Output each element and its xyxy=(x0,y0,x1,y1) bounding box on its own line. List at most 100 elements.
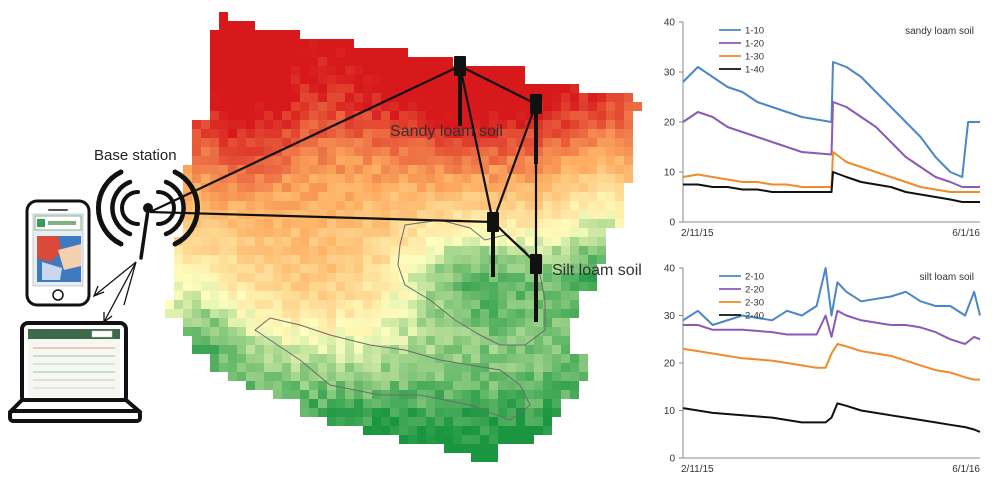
map-cell xyxy=(291,102,300,111)
map-cell xyxy=(489,453,498,462)
map-cell xyxy=(318,399,327,408)
map-cell xyxy=(237,21,246,30)
map-cell xyxy=(318,336,327,345)
map-cell xyxy=(228,48,237,57)
map-cell xyxy=(300,183,309,192)
map-cell xyxy=(282,363,291,372)
map-cell xyxy=(174,291,183,300)
map-cell xyxy=(228,156,237,165)
map-cell xyxy=(291,147,300,156)
map-cell xyxy=(318,372,327,381)
map-cell xyxy=(354,390,363,399)
map-cell xyxy=(309,345,318,354)
map-cell xyxy=(489,291,498,300)
map-cell xyxy=(426,273,435,282)
map-cell xyxy=(507,120,516,129)
map-cell xyxy=(291,300,300,309)
map-cell xyxy=(426,264,435,273)
map-cell xyxy=(417,228,426,237)
map-cell xyxy=(444,93,453,102)
map-cell xyxy=(273,66,282,75)
map-cell xyxy=(417,363,426,372)
map-cell xyxy=(561,219,570,228)
map-cell xyxy=(435,426,444,435)
map-cell xyxy=(372,336,381,345)
map-cell xyxy=(192,273,201,282)
map-cell xyxy=(363,363,372,372)
map-cell xyxy=(336,174,345,183)
map-cell xyxy=(183,210,192,219)
map-cell xyxy=(264,255,273,264)
map-cell xyxy=(480,201,489,210)
map-cell xyxy=(336,66,345,75)
map-cell xyxy=(390,246,399,255)
map-cell xyxy=(426,102,435,111)
map-cell xyxy=(201,219,210,228)
map-cell xyxy=(219,183,228,192)
map-cell xyxy=(408,282,417,291)
map-cell xyxy=(516,363,525,372)
map-cell xyxy=(372,84,381,93)
antenna-icon xyxy=(96,169,200,260)
map-cell xyxy=(606,165,615,174)
map-cell xyxy=(534,282,543,291)
map-cell xyxy=(228,255,237,264)
map-cell xyxy=(426,300,435,309)
map-cell xyxy=(435,75,444,84)
map-cell xyxy=(372,318,381,327)
map-cell xyxy=(525,282,534,291)
map-cell xyxy=(390,417,399,426)
map-cell xyxy=(291,129,300,138)
map-cell xyxy=(426,237,435,246)
map-cell xyxy=(462,399,471,408)
map-cell xyxy=(219,354,228,363)
arrow-to-phone xyxy=(93,261,137,297)
map-cell xyxy=(444,372,453,381)
map-cell xyxy=(516,156,525,165)
map-cell xyxy=(480,129,489,138)
sensor-node-icon xyxy=(530,254,542,322)
map-cell xyxy=(237,102,246,111)
map-cell xyxy=(570,219,579,228)
map-cell xyxy=(507,264,516,273)
map-cell xyxy=(318,174,327,183)
map-cell xyxy=(363,210,372,219)
map-cell xyxy=(210,228,219,237)
legend-label: 2-20 xyxy=(745,285,764,296)
map-cell xyxy=(273,246,282,255)
map-cell xyxy=(561,129,570,138)
map-cell xyxy=(561,390,570,399)
map-cell xyxy=(372,219,381,228)
map-cell xyxy=(372,300,381,309)
map-cell xyxy=(345,381,354,390)
map-cell xyxy=(498,147,507,156)
map-cell xyxy=(435,219,444,228)
map-cell xyxy=(462,102,471,111)
map-cell xyxy=(390,111,399,120)
map-cell xyxy=(273,201,282,210)
map-cell xyxy=(228,237,237,246)
map-cell xyxy=(318,57,327,66)
map-cell xyxy=(417,273,426,282)
map-cell xyxy=(426,309,435,318)
map-cell xyxy=(228,84,237,93)
map-cell xyxy=(471,309,480,318)
map-cell xyxy=(606,174,615,183)
map-cell xyxy=(318,75,327,84)
map-cell xyxy=(444,111,453,120)
map-cell xyxy=(219,129,228,138)
map-cell xyxy=(507,345,516,354)
link-node-1-to-node-3 xyxy=(458,65,495,223)
map-cell xyxy=(219,300,228,309)
map-cell xyxy=(489,273,498,282)
map-cell xyxy=(246,138,255,147)
map-cell xyxy=(435,345,444,354)
lower-zone-outline xyxy=(254,317,531,421)
map-cell xyxy=(237,201,246,210)
map-cell xyxy=(399,417,408,426)
map-cell xyxy=(498,390,507,399)
map-cell xyxy=(219,309,228,318)
map-cell xyxy=(552,372,561,381)
map-cell xyxy=(408,192,417,201)
